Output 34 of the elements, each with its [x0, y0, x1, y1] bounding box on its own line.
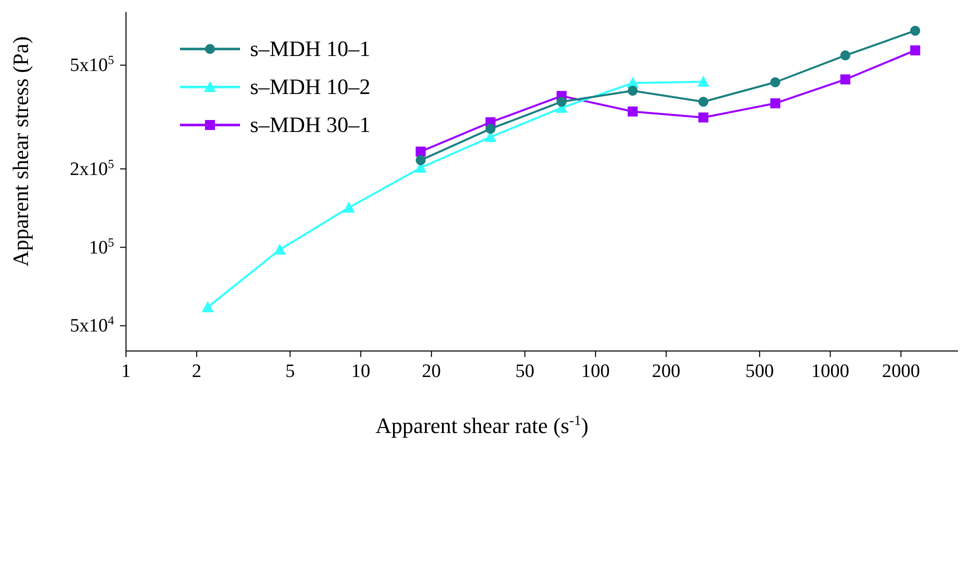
point — [698, 96, 708, 107]
point — [840, 50, 850, 60]
y-tick-label: 10$^{5}$ — [88, 235, 114, 258]
y-tick-label: 5x10$^{4}$ — [70, 314, 114, 337]
x-tick-label: 100 — [581, 361, 610, 382]
x-tick-label: 500 — [745, 361, 774, 382]
legend-label: s–MDH 30–1 — [250, 112, 370, 138]
x-tick-label: 20 — [422, 361, 441, 382]
x-tick-label: 50 — [515, 361, 534, 382]
point — [628, 106, 638, 117]
point — [770, 98, 780, 108]
legend-label: s–MDH 10–1 — [250, 36, 370, 62]
point — [416, 155, 426, 166]
x-tick-label: 10 — [351, 361, 370, 382]
point — [840, 74, 850, 84]
x-tick-label: 2000 — [882, 361, 920, 382]
point — [486, 124, 496, 134]
legend-label: s–MDH 10–2 — [250, 74, 370, 100]
point — [910, 45, 920, 56]
point — [556, 96, 567, 107]
point — [628, 86, 638, 96]
point — [910, 26, 920, 36]
y-axis-title: Apparent shear stress (Pa) — [8, 36, 33, 267]
y-tick-label: 2x10$^{5}$ — [70, 156, 114, 180]
x-axis-title: Apparent shear rate (s$^{-1}$) — [376, 413, 588, 438]
x-tick-label: 1 — [121, 361, 131, 382]
x-tick-label: 1000 — [811, 361, 850, 382]
point — [698, 112, 708, 122]
point — [770, 77, 780, 88]
x-tick-label: 5 — [285, 361, 295, 382]
y-tick-label: 5x10$^{5}$ — [70, 53, 114, 76]
x-tick-label: 200 — [652, 361, 680, 382]
point — [416, 146, 426, 157]
x-tick-label: 2 — [192, 361, 202, 382]
